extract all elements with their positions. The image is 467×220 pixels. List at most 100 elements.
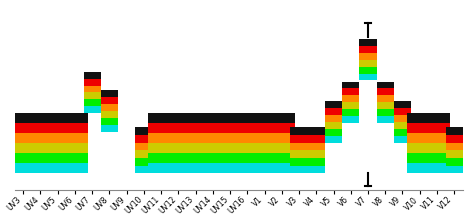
Bar: [10, 143, 36, 153]
Bar: [84, 79, 101, 86]
Bar: [269, 153, 295, 163]
Bar: [84, 72, 101, 79]
Bar: [290, 143, 308, 150]
Bar: [45, 153, 71, 163]
Bar: [10, 153, 36, 163]
Bar: [165, 153, 191, 163]
Bar: [217, 113, 243, 123]
Bar: [446, 158, 463, 165]
Bar: [269, 163, 295, 173]
Bar: [446, 150, 463, 158]
Bar: [183, 123, 209, 133]
Bar: [101, 111, 118, 118]
Bar: [252, 123, 277, 133]
Bar: [342, 82, 360, 88]
Bar: [101, 90, 118, 97]
Bar: [217, 123, 243, 133]
Bar: [183, 163, 209, 173]
Bar: [394, 136, 411, 143]
Bar: [269, 123, 295, 133]
Bar: [377, 116, 394, 123]
Bar: [446, 135, 463, 143]
Bar: [377, 82, 394, 88]
Bar: [325, 101, 342, 108]
Bar: [325, 122, 342, 129]
Bar: [217, 153, 243, 163]
Bar: [200, 123, 226, 133]
Bar: [135, 127, 153, 135]
Bar: [148, 123, 174, 133]
Bar: [217, 163, 243, 173]
Bar: [200, 113, 226, 123]
Bar: [308, 127, 325, 135]
Bar: [269, 113, 295, 123]
Bar: [234, 113, 260, 123]
Bar: [394, 115, 411, 122]
Bar: [234, 163, 260, 173]
Bar: [407, 133, 432, 143]
Bar: [148, 143, 174, 153]
Bar: [252, 163, 277, 173]
Bar: [10, 113, 36, 123]
Bar: [165, 123, 191, 133]
Bar: [165, 143, 191, 153]
Bar: [62, 123, 88, 133]
Bar: [342, 95, 360, 102]
Bar: [84, 86, 101, 92]
Bar: [290, 135, 308, 143]
Bar: [394, 122, 411, 129]
Bar: [342, 109, 360, 116]
Bar: [252, 143, 277, 153]
Bar: [424, 113, 450, 123]
Bar: [45, 113, 71, 123]
Bar: [217, 133, 243, 143]
Bar: [290, 150, 308, 158]
Bar: [394, 101, 411, 108]
Bar: [183, 113, 209, 123]
Bar: [234, 143, 260, 153]
Bar: [290, 158, 308, 165]
Bar: [234, 133, 260, 143]
Bar: [308, 150, 325, 158]
Bar: [62, 153, 88, 163]
Bar: [45, 133, 71, 143]
Bar: [101, 118, 118, 125]
Bar: [62, 143, 88, 153]
Bar: [377, 95, 394, 102]
Bar: [62, 133, 88, 143]
Bar: [84, 106, 101, 113]
Bar: [308, 158, 325, 165]
Bar: [28, 133, 53, 143]
Bar: [290, 165, 308, 173]
Bar: [10, 133, 36, 143]
Bar: [269, 133, 295, 143]
Bar: [28, 143, 53, 153]
Bar: [342, 102, 360, 109]
Bar: [360, 60, 377, 67]
Bar: [252, 153, 277, 163]
Bar: [165, 133, 191, 143]
Bar: [45, 123, 71, 133]
Bar: [84, 99, 101, 106]
Bar: [424, 163, 450, 173]
Bar: [101, 97, 118, 104]
Bar: [394, 108, 411, 115]
Bar: [342, 88, 360, 95]
Bar: [135, 135, 153, 143]
Bar: [424, 133, 450, 143]
Bar: [10, 163, 36, 173]
Bar: [234, 123, 260, 133]
Bar: [148, 153, 174, 163]
Bar: [407, 163, 432, 173]
Bar: [446, 127, 463, 135]
Bar: [446, 165, 463, 173]
Bar: [45, 143, 71, 153]
Bar: [424, 153, 450, 163]
Bar: [62, 163, 88, 173]
Bar: [217, 143, 243, 153]
Bar: [135, 158, 153, 165]
Bar: [252, 133, 277, 143]
Bar: [45, 163, 71, 173]
Bar: [28, 163, 53, 173]
Bar: [10, 123, 36, 133]
